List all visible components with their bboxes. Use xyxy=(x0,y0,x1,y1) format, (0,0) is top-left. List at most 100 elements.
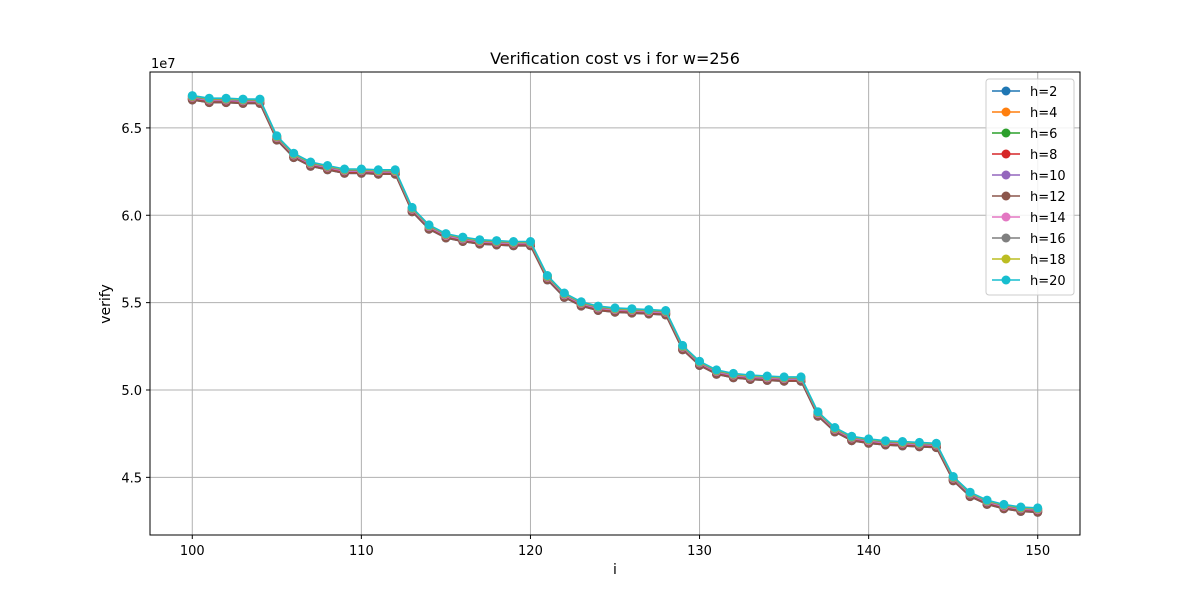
data-point xyxy=(931,438,941,448)
data-point xyxy=(661,306,671,315)
data-point xyxy=(864,434,874,444)
data-point xyxy=(373,165,383,175)
data-point xyxy=(762,371,772,381)
legend-item: h=6 xyxy=(992,127,1057,142)
x-tick-label: 150 xyxy=(1025,544,1050,559)
data-point xyxy=(255,94,265,104)
data-point xyxy=(306,157,316,167)
data-point xyxy=(728,368,738,378)
data-point xyxy=(712,365,721,375)
data-point xyxy=(492,236,502,246)
data-point xyxy=(881,436,890,446)
legend-marker xyxy=(1001,170,1011,180)
legend-marker xyxy=(1001,149,1011,159)
data-point xyxy=(813,407,823,417)
legend-item: h=16 xyxy=(992,232,1066,247)
data-point xyxy=(678,340,688,350)
legend-marker xyxy=(1001,128,1011,138)
data-point xyxy=(289,148,299,158)
legend-item: h=18 xyxy=(992,253,1066,268)
data-point xyxy=(898,437,907,446)
legend-label: h=2 xyxy=(1030,85,1057,100)
legend-label: h=10 xyxy=(1030,169,1066,184)
data-point xyxy=(187,91,197,101)
x-axis-label: i xyxy=(613,562,617,578)
legend-item: h=8 xyxy=(992,148,1057,163)
legend-marker xyxy=(1001,275,1011,285)
legend-label: h=18 xyxy=(1030,253,1066,268)
data-point xyxy=(542,271,552,280)
x-tick-label: 100 xyxy=(180,544,205,559)
data-point xyxy=(644,305,654,315)
data-point xyxy=(948,472,958,481)
data-point xyxy=(407,202,417,212)
data-point xyxy=(323,161,332,170)
y-axis-label: verify xyxy=(98,284,114,324)
data-point xyxy=(356,164,366,174)
legend-marker xyxy=(1001,254,1011,264)
legend-marker xyxy=(1001,191,1011,201)
data-point xyxy=(779,372,789,382)
data-point xyxy=(745,370,755,380)
y-tick-label: 4.5 xyxy=(121,471,142,486)
legend-label: h=8 xyxy=(1030,148,1057,163)
data-point xyxy=(204,93,214,103)
data-point xyxy=(340,164,349,174)
plot-frame xyxy=(149,71,1081,536)
legend-item: h=12 xyxy=(992,190,1066,205)
series-layer xyxy=(187,91,1043,517)
chart-title: Verification cost vs i for w=256 xyxy=(490,49,740,68)
data-point xyxy=(982,495,992,505)
legend-marker xyxy=(1001,233,1011,243)
data-point xyxy=(965,487,975,497)
legend-item: h=14 xyxy=(992,211,1066,226)
y-tick-label: 6.5 xyxy=(121,122,142,137)
data-point xyxy=(441,229,451,239)
legend-label: h=12 xyxy=(1030,190,1066,205)
legend-marker xyxy=(1001,86,1011,96)
y-tick-label: 5.0 xyxy=(121,384,142,399)
legend-item: h=2 xyxy=(992,85,1057,100)
data-point xyxy=(796,372,806,382)
data-point xyxy=(238,94,248,104)
data-point xyxy=(830,423,840,432)
data-point xyxy=(627,304,637,314)
data-point xyxy=(509,237,518,246)
legend-marker xyxy=(1001,107,1011,117)
series-h=20 xyxy=(187,91,1043,513)
data-point xyxy=(1016,502,1026,512)
grid-layer xyxy=(150,72,1080,535)
data-point xyxy=(593,301,603,311)
data-point xyxy=(847,431,857,441)
y-tick-label: 6.0 xyxy=(121,209,142,224)
ticks-layer: 100 110 120 130 140 150 4.5 5.0 5.5 6.0 6.5 xyxy=(121,122,1050,559)
x-tick-label: 110 xyxy=(349,544,374,559)
legend: h=2 h=4 h=6 h=8 h=10 h=12 h=14 h=16 h=18 h=20 xyxy=(985,78,1075,296)
x-tick-label: 130 xyxy=(687,544,712,559)
data-point xyxy=(1033,503,1043,513)
legend-label: h=20 xyxy=(1030,274,1066,289)
legend-marker xyxy=(1001,212,1011,222)
data-point xyxy=(390,165,400,175)
x-tick-label: 140 xyxy=(856,544,881,559)
y-tick-label: 5.5 xyxy=(121,297,142,312)
legend-item: h=10 xyxy=(992,169,1066,184)
data-point xyxy=(695,356,704,366)
data-point xyxy=(458,232,468,242)
x-tick-label: 120 xyxy=(518,544,543,559)
data-point xyxy=(576,297,586,307)
legend-item: h=20 xyxy=(992,274,1066,289)
data-point xyxy=(559,288,569,298)
data-point xyxy=(475,235,485,245)
data-point xyxy=(272,131,282,141)
legend-label: h=16 xyxy=(1030,232,1066,247)
data-point xyxy=(610,303,620,313)
data-point xyxy=(914,437,924,447)
y-axis-offset-label: 1e7 xyxy=(151,57,176,72)
data-point xyxy=(999,499,1009,509)
legend-item: h=4 xyxy=(992,106,1057,121)
legend-label: h=4 xyxy=(1030,106,1057,121)
data-point xyxy=(221,93,231,103)
